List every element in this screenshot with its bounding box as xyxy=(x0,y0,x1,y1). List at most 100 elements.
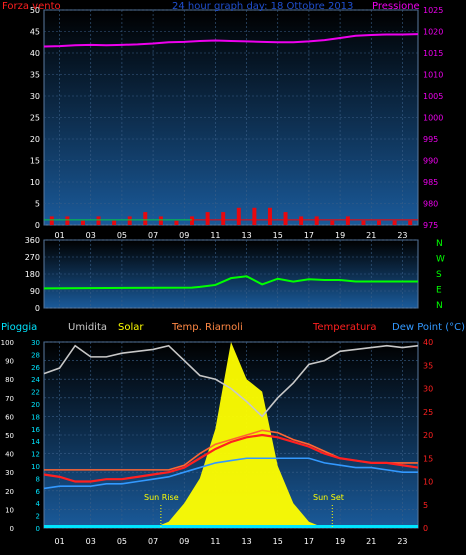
direction-tick-label: 180 xyxy=(25,270,40,279)
wind-bar xyxy=(65,216,70,225)
x-tick-label: 15 xyxy=(273,537,283,546)
wind-bar xyxy=(49,216,54,225)
solar-area xyxy=(44,342,418,528)
humidity-tick-label: 0 xyxy=(10,525,14,533)
panel-wind-direction xyxy=(43,239,419,309)
marks-panel2 xyxy=(43,275,418,290)
pressure-tick-label: 980 xyxy=(423,200,438,209)
rain-tick-label: 0 xyxy=(36,525,40,533)
wind-bar xyxy=(190,216,195,225)
wind-bar xyxy=(205,212,210,225)
x-tick-label: 03 xyxy=(86,231,96,240)
wind-bar xyxy=(330,220,335,225)
dewpoint-line xyxy=(43,457,418,490)
compass-label: E xyxy=(436,286,442,296)
rain-tick-label: 26 xyxy=(31,364,40,372)
grid-panel2 xyxy=(44,239,418,309)
temperature-label: Temperatura xyxy=(312,322,377,333)
humidity-line xyxy=(43,344,419,418)
rain-tick-label: 4 xyxy=(36,500,41,508)
temperature-tick-label: 15 xyxy=(423,454,433,463)
humidity-tick-label: 50 xyxy=(5,432,14,440)
wind-bar xyxy=(299,216,304,225)
wind-bar xyxy=(408,220,413,225)
rain-tick-label: 16 xyxy=(31,426,40,434)
pressure-tick-label: 1020 xyxy=(423,28,443,37)
x-tick-label: 07 xyxy=(148,537,158,546)
rain-tick-label: 12 xyxy=(31,451,40,459)
wind-bar xyxy=(345,216,350,225)
tick-labels: 0101030305050707090911111313151517171919… xyxy=(1,6,445,546)
wind-bar xyxy=(361,220,366,225)
direction-tick-label: 270 xyxy=(25,253,40,262)
wind-tick-label: 20 xyxy=(30,135,40,144)
humidity-tick-label: 80 xyxy=(5,376,14,384)
pressure-tick-label: 975 xyxy=(423,221,438,230)
sun-set-label: Sun Set xyxy=(313,493,344,502)
wind-bar xyxy=(112,220,117,225)
wind-tick-label: 35 xyxy=(30,71,40,80)
humidity-tick-label: 20 xyxy=(5,488,14,496)
rain-tick-label: 28 xyxy=(31,351,40,359)
temperature-line xyxy=(43,433,419,483)
temperature-tick-label: 0 xyxy=(423,524,428,533)
rain-tick-label: 8 xyxy=(36,475,40,483)
wind-bar xyxy=(80,220,85,225)
marks-panel1 xyxy=(43,33,419,225)
temperature-tick-label: 20 xyxy=(423,431,433,440)
wind-tick-label: 25 xyxy=(30,114,40,123)
humidity-tick-label: 10 xyxy=(5,506,14,514)
rain-tick-label: 20 xyxy=(31,401,40,409)
x-tick-label: 01 xyxy=(54,537,64,546)
x-tick-label: 17 xyxy=(304,231,314,240)
wind-bar xyxy=(143,212,148,225)
x-tick-label: 03 xyxy=(86,537,96,546)
wind-label: Forza vento xyxy=(2,1,61,12)
rain-tick-label: 14 xyxy=(31,438,40,446)
wind-bar xyxy=(377,220,382,225)
compass-label: N xyxy=(436,301,443,311)
compass-label: W xyxy=(436,255,445,265)
rain-tick-label: 2 xyxy=(36,513,40,521)
pressure-tick-label: 1010 xyxy=(423,71,443,80)
rain-label: Pioggia xyxy=(1,322,37,333)
x-tick-label: 07 xyxy=(148,231,158,240)
rain-baseline xyxy=(44,525,418,528)
humidity-tick-label: 100 xyxy=(1,339,14,347)
wind-bar xyxy=(96,216,101,225)
x-tick-label: 15 xyxy=(273,231,283,240)
temperature-tick-label: 10 xyxy=(423,478,433,487)
humidity-tick-label: 40 xyxy=(5,451,14,459)
pressure-tick-label: 1005 xyxy=(423,92,443,101)
pressure-tick-label: 985 xyxy=(423,178,438,187)
sun-rise-label: Sun Rise xyxy=(144,493,179,502)
temperature-tick-label: 35 xyxy=(423,361,433,370)
x-tick-label: 01 xyxy=(54,231,64,240)
pressure-tick-label: 1015 xyxy=(423,49,443,58)
x-tick-label: 17 xyxy=(304,537,314,546)
x-tick-label: 19 xyxy=(335,231,345,240)
direction-tick-label: 90 xyxy=(30,287,40,296)
rain-tick-label: 22 xyxy=(31,389,40,397)
temperature-tick-label: 40 xyxy=(423,338,433,347)
pressure-tick-label: 995 xyxy=(423,135,438,144)
wind-tick-label: 30 xyxy=(30,92,40,101)
pressure-tick-label: 1000 xyxy=(423,114,443,123)
wind-bar xyxy=(314,216,319,225)
x-tick-label: 21 xyxy=(366,231,376,240)
wind-tick-label: 0 xyxy=(35,221,40,230)
rain-tick-label: 18 xyxy=(31,413,40,421)
wind-bar xyxy=(174,220,179,225)
direction-tick-label: 0 xyxy=(35,304,40,313)
windchill-label: Temp. Riarnoli xyxy=(171,322,243,333)
wind-tick-label: 15 xyxy=(30,157,40,166)
humidity-label: Umidita xyxy=(68,322,107,333)
rain-tick-label: 6 xyxy=(36,488,41,496)
wind-bar xyxy=(127,216,132,225)
x-tick-label: 11 xyxy=(210,537,220,546)
wind-tick-label: 5 xyxy=(35,200,40,209)
wind-bar xyxy=(252,207,257,225)
humidity-tick-label: 90 xyxy=(5,358,14,366)
pressure-line xyxy=(43,33,419,48)
